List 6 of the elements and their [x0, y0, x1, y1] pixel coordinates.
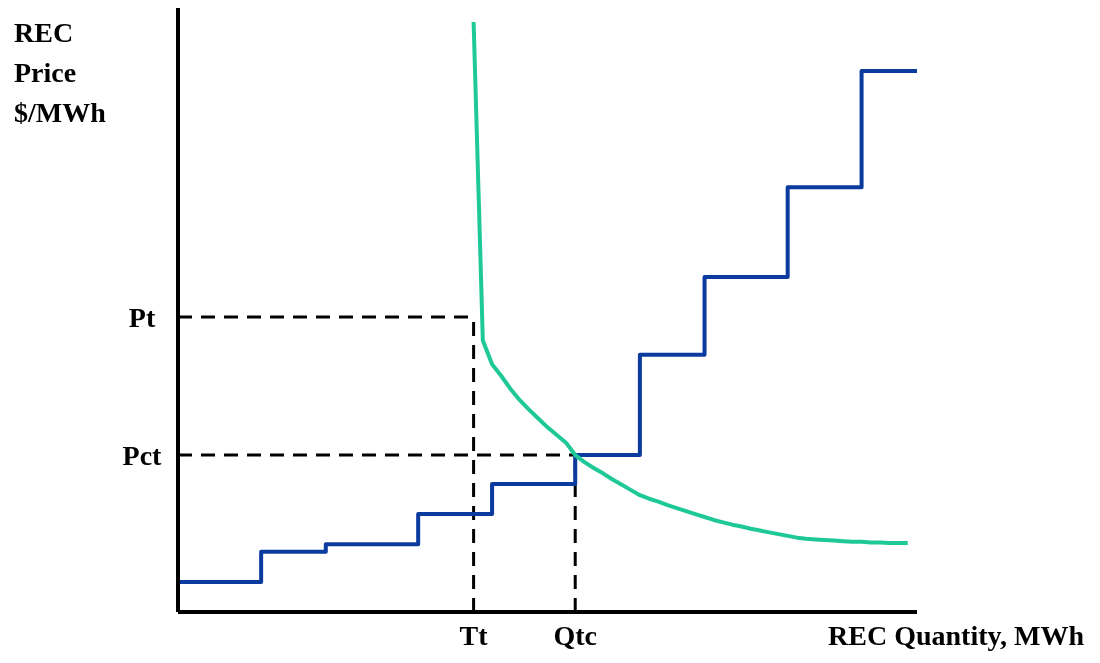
x-tick-label: Tt [459, 620, 489, 651]
y-axis-title: REC Price $/MWh [14, 17, 107, 128]
x-tick-label: Qtc [553, 620, 597, 651]
ref-line-label: Pt [128, 301, 156, 333]
ref-line-label: Pct [122, 439, 163, 471]
x-axis-title: REC Quantity, MWh [828, 620, 1085, 651]
